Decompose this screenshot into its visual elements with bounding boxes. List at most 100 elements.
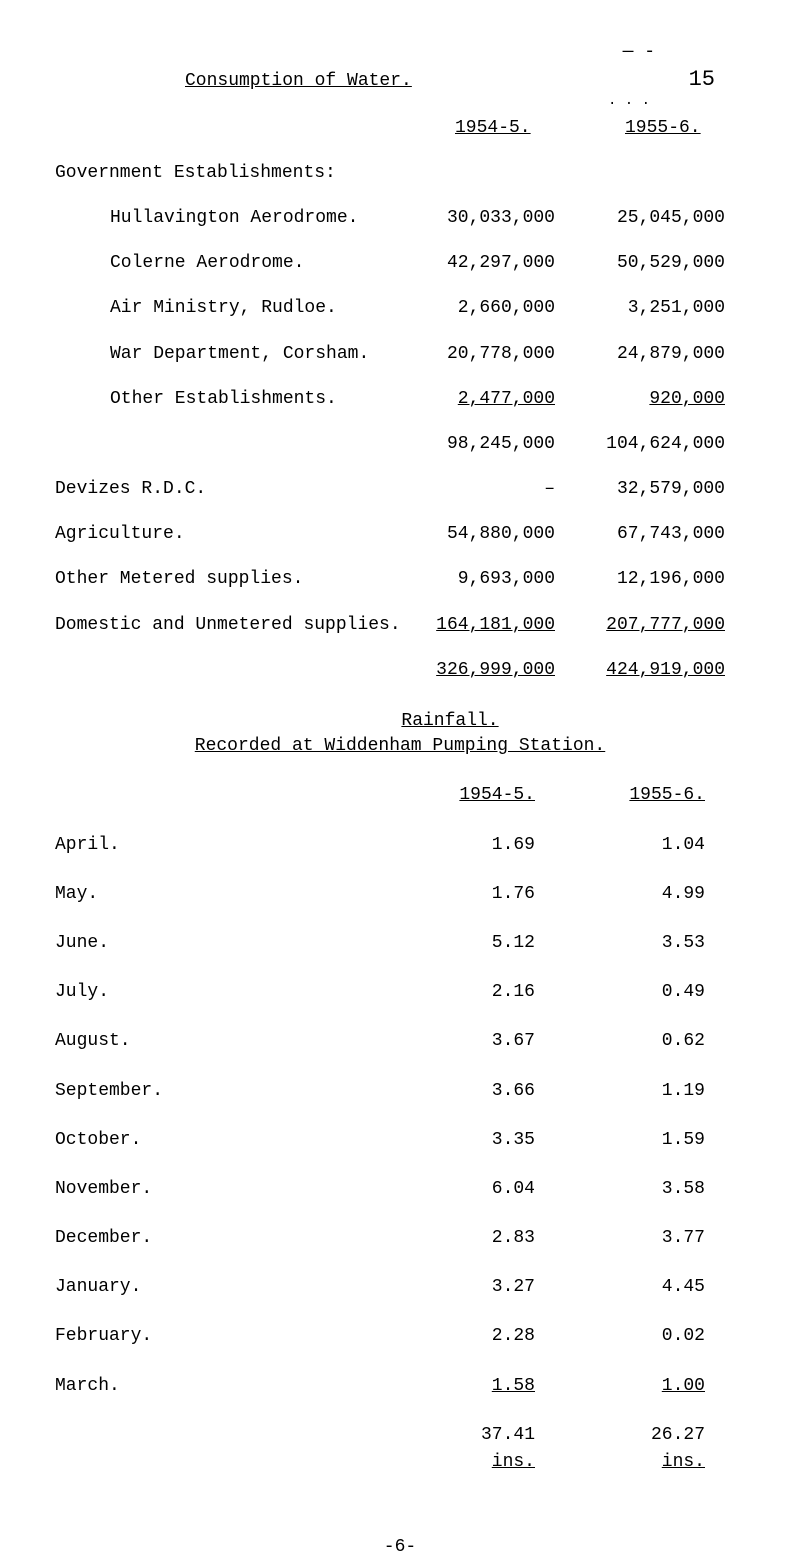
table1-val2: 12,196,000 bbox=[575, 567, 725, 592]
header-col-2: 1955-6. bbox=[625, 116, 745, 141]
table1-label bbox=[55, 658, 405, 683]
table1-val2: 24,879,000 bbox=[575, 342, 725, 367]
top-dash: — - bbox=[55, 40, 745, 65]
table1-val2: 104,624,000 bbox=[575, 432, 725, 457]
table2-val1: 1.69 bbox=[405, 833, 535, 858]
rainfall-label: Rainfall. bbox=[301, 711, 498, 731]
table1-val2: 50,529,000 bbox=[575, 251, 725, 276]
table1-row: Other Establishments.2,477,000920,000 bbox=[55, 387, 745, 412]
table1-row: Agriculture.54,880,000 67,743,000 bbox=[55, 522, 745, 547]
table2-val2: 0.49 bbox=[555, 980, 705, 1005]
table2-row: May.1.76 4.99 bbox=[55, 882, 745, 907]
table1-val2: 3,251,000 bbox=[575, 296, 725, 321]
page-number: 15 bbox=[689, 65, 715, 96]
rf-label-spacer bbox=[55, 783, 405, 808]
table2-val1: 3.27 bbox=[405, 1275, 535, 1300]
table2-val1: 6.04 bbox=[405, 1177, 535, 1202]
table2-row: December.2.83 3.77 bbox=[55, 1226, 745, 1251]
totals-val1: 37.41 bbox=[405, 1423, 535, 1448]
table2-label: May. bbox=[55, 882, 405, 907]
table1-val1: 2,660,000 bbox=[405, 296, 555, 321]
table1-label: Other Metered supplies. bbox=[55, 567, 405, 592]
table1-val1: 30,033,000 bbox=[405, 206, 555, 231]
table2-val2: 1.19 bbox=[555, 1079, 705, 1104]
table2-label: November. bbox=[55, 1177, 405, 1202]
table2-label: January. bbox=[55, 1275, 405, 1300]
totals-row: 37.41 26.27 bbox=[55, 1423, 745, 1448]
table1-val2: 25,045,000 bbox=[575, 206, 725, 231]
table2-val2: 1.59 bbox=[555, 1128, 705, 1153]
table2-val2: 3.77 bbox=[555, 1226, 705, 1251]
table2-val1: 5.12 bbox=[405, 931, 535, 956]
table2-row: August.3.67 0.62 bbox=[55, 1029, 745, 1054]
ins-row: ins. ins. bbox=[55, 1450, 745, 1475]
table1-label: War Department, Corsham. bbox=[55, 342, 405, 367]
table2-label: April. bbox=[55, 833, 405, 858]
table2-val2: 3.53 bbox=[555, 931, 705, 956]
table2-label: September. bbox=[55, 1079, 405, 1104]
table1-label: Colerne Aerodrome. bbox=[55, 251, 405, 276]
table2-val1: 1.76 bbox=[405, 882, 535, 907]
table2-label: March. bbox=[55, 1374, 405, 1399]
table1-val1: 42,297,000 bbox=[405, 251, 555, 276]
title-text: Consumption of Water. bbox=[185, 69, 412, 94]
table2-row: July.2.16 0.49 bbox=[55, 980, 745, 1005]
table1-val2: 32,579,000 bbox=[575, 477, 725, 502]
table2-val2: 0.62 bbox=[555, 1029, 705, 1054]
table2-val1: 3.35 bbox=[405, 1128, 535, 1153]
ins-label bbox=[55, 1450, 405, 1475]
table1-row: Devizes R.D.C.–32,579,000 bbox=[55, 477, 745, 502]
table1-val1: – bbox=[405, 477, 555, 502]
table1-val1: 20,778,000 bbox=[405, 342, 555, 367]
table1-label: Air Ministry, Rudloe. bbox=[55, 296, 405, 321]
table2-val1: 1.58 bbox=[405, 1374, 535, 1399]
table1-val1: 9,693,000 bbox=[405, 567, 555, 592]
ins-val2: ins. bbox=[555, 1450, 705, 1475]
table1-val2: 424,919,000 bbox=[575, 658, 725, 683]
rainfall-subtitle: Recorded at Widdenham Pumping Station. bbox=[55, 734, 745, 759]
table1-row: Hullavington Aerodrome.30,033,000 25,045,… bbox=[55, 206, 745, 231]
table1-label: Devizes R.D.C. bbox=[55, 477, 405, 502]
table2-label: August. bbox=[55, 1029, 405, 1054]
table1-label: Other Establishments. bbox=[55, 387, 405, 412]
rainfall-title: Rainfall. bbox=[55, 709, 745, 734]
table2-row: September.3.66 1.19 bbox=[55, 1079, 745, 1104]
table2-val1: 2.16 bbox=[405, 980, 535, 1005]
table1-val1: 54,880,000 bbox=[405, 522, 555, 547]
table1-label: Agriculture. bbox=[55, 522, 405, 547]
ins-val1: ins. bbox=[405, 1450, 535, 1475]
totals-val2: 26.27 bbox=[555, 1423, 705, 1448]
table2-val2: 4.99 bbox=[555, 882, 705, 907]
table2-val2: 0.02 bbox=[555, 1324, 705, 1349]
table2-label: December. bbox=[55, 1226, 405, 1251]
table2-val1: 2.83 bbox=[405, 1226, 535, 1251]
table2-val1: 2.28 bbox=[405, 1324, 535, 1349]
table2-val1: 3.66 bbox=[405, 1079, 535, 1104]
table1-label: Hullavington Aerodrome. bbox=[55, 206, 405, 231]
totals-label bbox=[55, 1423, 405, 1448]
table2-row: November.6.04 3.58 bbox=[55, 1177, 745, 1202]
table1-row: Domestic and Unmetered supplies.164,181,… bbox=[55, 613, 745, 638]
table2-val1: 3.67 bbox=[405, 1029, 535, 1054]
table1-row: 326,999,000 424,919,000 bbox=[55, 658, 745, 683]
table2-row: June.5.123.53 bbox=[55, 931, 745, 956]
top-dots: . . . bbox=[55, 92, 745, 112]
table2-val2: 3.58 bbox=[555, 1177, 705, 1202]
table2-label: October. bbox=[55, 1128, 405, 1153]
table2-row: March.1.581.00 bbox=[55, 1374, 745, 1399]
table2-row: January.3.274.45 bbox=[55, 1275, 745, 1300]
table1-val2: 207,777,000 bbox=[575, 613, 725, 638]
table2-row: February.2.280.02 bbox=[55, 1324, 745, 1349]
table1-row: Other Metered supplies.9,693,000 12,196,0… bbox=[55, 567, 745, 592]
table1-row: Colerne Aerodrome.42,297,000 50,529,000 bbox=[55, 251, 745, 276]
table1-val2: 67,743,000 bbox=[575, 522, 725, 547]
table1-label: Domestic and Unmetered supplies. bbox=[55, 613, 405, 638]
table1-val1: 98,245,000 bbox=[405, 432, 555, 457]
table1-row: War Department, Corsham.20,778,000 24,879… bbox=[55, 342, 745, 367]
table2-row: April.1.691.04 bbox=[55, 833, 745, 858]
page-footer: -6- bbox=[55, 1535, 745, 1560]
table1-row: 98,245,000 104,624,000 bbox=[55, 432, 745, 457]
table2-label: July. bbox=[55, 980, 405, 1005]
table1-val1: 326,999,000 bbox=[405, 658, 555, 683]
rf-header-col-2: 1955-6. bbox=[555, 783, 705, 808]
